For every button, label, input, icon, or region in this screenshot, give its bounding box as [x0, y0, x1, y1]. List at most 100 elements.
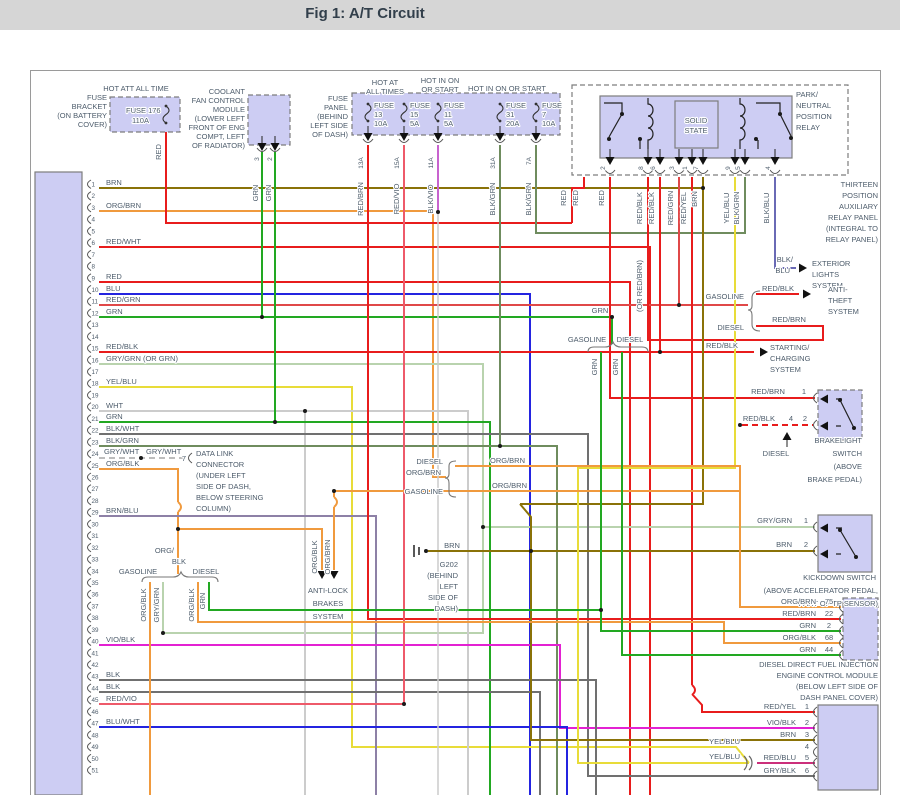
wire	[621, 352, 841, 656]
label: RED/BRN	[772, 315, 806, 324]
junction-dot	[778, 112, 782, 116]
label: 1	[804, 516, 808, 525]
label: GRN	[106, 412, 123, 421]
arrow-d	[363, 133, 373, 141]
relay-coil-right	[739, 98, 746, 149]
pin-number: 9	[92, 275, 96, 282]
pin-number: 35	[92, 580, 100, 587]
label: STATE	[684, 126, 707, 135]
brace-anti-theft	[747, 290, 761, 332]
pin-arc	[87, 320, 92, 330]
wire	[99, 726, 568, 795]
wire	[99, 515, 377, 795]
hop-arc	[177, 501, 182, 513]
label: FUSE	[328, 94, 348, 103]
figure-title: Fig 1: A/T Circuit	[305, 5, 425, 22]
label: FUSE	[410, 101, 430, 110]
label: 13A	[358, 157, 365, 169]
arrow-u	[782, 432, 792, 440]
label: SYSTEM	[828, 307, 859, 316]
label: BRN	[780, 730, 796, 739]
pin-number: 49	[92, 744, 100, 751]
label: ORG/BLK	[139, 588, 148, 621]
label: GRN	[592, 306, 609, 315]
pin-arc	[530, 138, 542, 143]
junction-dot	[852, 426, 856, 430]
junction-dot	[332, 489, 336, 493]
label: SYSTEM	[812, 281, 843, 290]
label: 2	[803, 414, 807, 423]
label: THEFT	[828, 296, 853, 305]
junction-dot	[738, 423, 742, 427]
pin-arc	[87, 718, 92, 729]
pin-number: 44	[92, 685, 100, 692]
label: POSITION	[842, 191, 878, 200]
label: ORG/BLK	[187, 588, 196, 621]
wire	[99, 363, 484, 634]
junction-dot	[620, 112, 624, 116]
label: OR START	[421, 85, 459, 94]
label: PART OF TP SENSOR)	[799, 599, 879, 608]
label: 6	[650, 166, 657, 170]
label: RELAY	[796, 123, 820, 132]
label: FUSE	[506, 101, 526, 110]
label: RED/VIO	[106, 694, 137, 703]
label: GASOLINE	[405, 487, 443, 496]
label: BRAKES	[313, 599, 343, 608]
arrow-l	[820, 549, 828, 559]
arrow-d	[257, 143, 267, 151]
label: GASOLINE	[706, 292, 744, 301]
pin-number: 28	[92, 498, 100, 505]
pin-arc	[87, 671, 92, 682]
label: ALL TIMES	[366, 87, 404, 96]
pin-arc	[839, 601, 844, 613]
wire	[647, 177, 824, 341]
label: BLK/GRN	[524, 183, 533, 216]
pin-number: 43	[92, 674, 100, 681]
label: 1	[805, 702, 809, 711]
label: YEL/BLU	[709, 752, 740, 761]
label: KICKDOWN SWITCH	[803, 573, 876, 582]
label: 3	[669, 166, 676, 170]
label: BLK/GRN	[106, 436, 139, 445]
wire	[577, 177, 749, 764]
label: CHARGING	[770, 354, 811, 363]
label: 6	[805, 766, 809, 775]
label: 31A	[490, 157, 497, 169]
pin-arc	[87, 660, 92, 670]
label: ORG/BLK	[783, 633, 816, 642]
label: RED/BLK	[647, 192, 656, 224]
label: RED/WHT	[106, 237, 141, 246]
junction-dot	[402, 702, 406, 706]
label: DASH PANEL COVER)	[800, 693, 878, 702]
label: GRN	[264, 185, 273, 202]
arrow-d	[740, 157, 750, 165]
label: (ABOVE	[834, 462, 862, 471]
pin-arc	[813, 706, 818, 718]
pin-number: 37	[92, 603, 100, 610]
arrow-d	[698, 157, 708, 165]
pin-number: 6	[92, 240, 96, 247]
fuse-panel-box	[351, 92, 561, 136]
coolant-fan-module-box	[247, 94, 291, 146]
label: GRN	[106, 307, 123, 316]
label: SYSTEM	[770, 365, 801, 374]
pin-number: 24	[92, 451, 100, 458]
pin-number: 34	[92, 568, 100, 575]
pin-arc	[87, 531, 92, 541]
pin-arc	[87, 214, 92, 225]
label: BLU	[775, 266, 790, 275]
label: 9	[725, 166, 732, 170]
pin-arc	[87, 589, 92, 600]
junction-dot	[610, 315, 614, 319]
title-bar: Fig 1: A/T Circuit	[0, 0, 900, 30]
arrow-l	[820, 394, 828, 404]
pin-arc	[87, 343, 92, 354]
pin-arc	[654, 169, 666, 174]
pin-number: 50	[92, 756, 100, 763]
relay-coil-left	[647, 98, 654, 149]
label: FRONT OF ENG	[188, 123, 245, 132]
label: RED/YEL	[764, 702, 796, 711]
junction-dot	[481, 525, 485, 529]
